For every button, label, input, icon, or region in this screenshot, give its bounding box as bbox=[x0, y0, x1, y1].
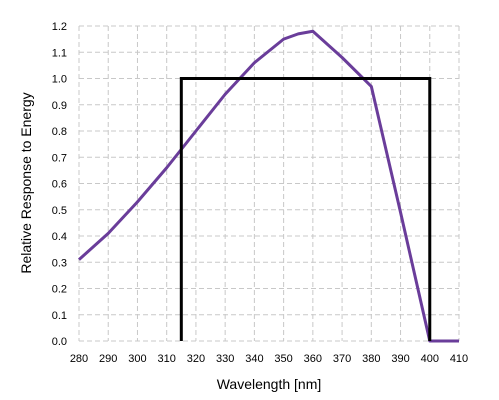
y-tick-label: 1.0 bbox=[52, 74, 67, 86]
x-tick-label: 380 bbox=[362, 353, 380, 365]
y-tick-label: 0.0 bbox=[52, 336, 67, 348]
y-tick-label: 0.5 bbox=[52, 205, 67, 217]
x-tick-label: 320 bbox=[187, 353, 205, 365]
y-tick-label: 0.3 bbox=[52, 257, 67, 269]
series-layer bbox=[77, 29, 459, 343]
x-tick-label: 400 bbox=[421, 353, 439, 365]
series-line-2 bbox=[179, 77, 432, 341]
y-tick-labels: 0.0 0.1 0.2 0.3 0.4 0.5 0.6 0.7 0.8 0.9 1.0 1.1 1.2 bbox=[52, 21, 67, 348]
y-tick-label: 0.6 bbox=[52, 179, 67, 191]
x-tick-label: 410 bbox=[450, 353, 468, 365]
x-tick-label: 330 bbox=[216, 353, 234, 365]
x-tick-label: 310 bbox=[158, 353, 176, 365]
y-tick-label: 0.7 bbox=[52, 152, 67, 164]
x-tick-label: 290 bbox=[99, 353, 117, 365]
y-axis-title: Relative Response to Energy bbox=[18, 92, 34, 273]
y-tick-label: 0.4 bbox=[52, 231, 67, 243]
x-tick-labels: 280 290 300 310 320 330 340 350 360 370 380 390 400 4… bbox=[70, 353, 468, 365]
y-tick-label: 0.1 bbox=[52, 310, 67, 322]
x-tick-label: 350 bbox=[274, 353, 292, 365]
x-axis-title: Wavelength [nm] bbox=[217, 376, 322, 392]
y-tick-label: 1.2 bbox=[52, 21, 67, 33]
y-tick-label: 0.8 bbox=[52, 126, 67, 138]
y-tick-label: 0.9 bbox=[52, 100, 67, 112]
x-tick-label: 340 bbox=[245, 353, 263, 365]
x-tick-label: 390 bbox=[391, 353, 409, 365]
series-line-1 bbox=[77, 29, 459, 343]
x-tick-label: 300 bbox=[128, 353, 146, 365]
x-tick-label: 360 bbox=[304, 353, 322, 365]
y-tick-label: 1.1 bbox=[52, 47, 67, 59]
x-tick-label: 370 bbox=[333, 353, 351, 365]
y-tick-label: 0.2 bbox=[52, 284, 67, 296]
x-tick-label: 280 bbox=[70, 353, 88, 365]
